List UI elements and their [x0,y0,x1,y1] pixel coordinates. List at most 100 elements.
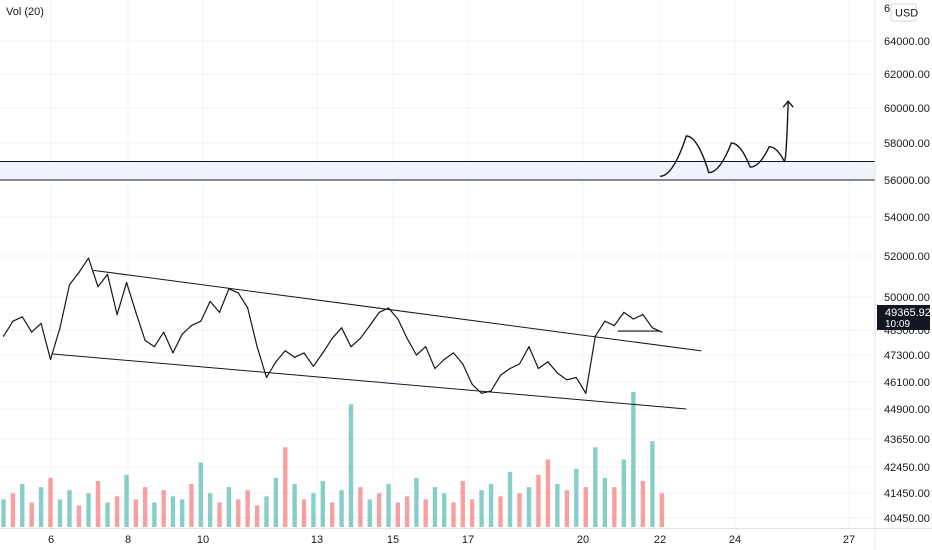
volume-bar [612,487,617,527]
volume-bar [264,496,269,527]
price-tick-label: 42450.00 [884,462,930,474]
price-tick-label: 40450.00 [884,513,930,525]
volume-bar [76,505,82,527]
volume-bar [574,468,579,527]
price-point [661,331,663,333]
lower-trendline[interactable] [52,353,687,410]
price-point [623,311,625,313]
drawings-layer[interactable] [52,100,794,410]
price-point [247,307,249,309]
price-tick-label: 60000.00 [884,103,930,115]
volume-bar [29,502,34,527]
projected-path-arrowhead[interactable] [782,100,794,108]
price-point [528,346,530,348]
currency-label: USD [895,8,918,20]
price-point [163,331,165,333]
projected-path[interactable] [659,101,789,177]
volume-bar [57,499,63,527]
volume-bar [545,459,551,527]
volume-bar [348,404,354,527]
price-tick-label: 58000.00 [884,138,930,150]
price-point [632,318,634,320]
price-point [566,379,568,381]
volume-bar [517,493,522,527]
price-point [537,367,540,370]
price-point [585,392,587,394]
price-point [97,286,99,288]
time-tick-label: 22 [654,534,666,546]
time-tick-label: 20 [577,534,589,546]
price-point [509,367,511,370]
volume-bars [1,392,665,527]
price-point [642,314,644,316]
time-axis[interactable]: 6 8 10 13 15 17 20 22 24 27 [48,534,855,546]
volume-bar [245,490,250,527]
price-point [387,307,390,309]
price-point [556,372,558,374]
volume-bar [38,487,44,527]
price-point [651,327,654,329]
volume-bar [602,477,608,527]
resistance-zone-fill[interactable] [0,161,875,181]
upper-trendline[interactable] [93,269,702,352]
volume-bar [105,502,110,527]
volume-bar [114,496,120,527]
price-point [78,271,80,273]
price-point [303,352,305,354]
price-point [425,346,427,348]
chart-grid [0,0,875,528]
price-point [237,292,239,294]
volume-legend[interactable]: Vol (20) [6,6,44,18]
price-point [359,337,361,339]
time-tick-label: 6 [48,534,54,546]
volume-bar [189,484,194,527]
price-point [87,257,90,259]
price-point [12,320,14,322]
price-point [59,327,61,329]
volume-bar [593,447,598,527]
time-tick-label: 17 [462,534,474,546]
price-point [49,358,52,361]
price-point [322,352,324,354]
volume-bar [170,496,176,527]
volume-bar [451,502,456,527]
volume-bar [432,487,438,527]
price-point [350,346,352,348]
price-zone-layer[interactable] [0,161,875,181]
volume-bar [283,447,288,527]
price-point [415,354,418,356]
price-point [135,311,137,313]
volume-bar [273,477,279,527]
volume-bar [20,484,25,527]
volume-bar [207,493,213,527]
volume-bar [460,480,465,527]
volume-bar [423,499,428,527]
price-point [462,363,464,365]
volume-bar [330,502,335,527]
price-tick-label: 62000.00 [884,69,930,81]
price-point [125,282,128,284]
price-point [256,346,258,348]
price-point [265,376,268,379]
currency-badge[interactable] [890,3,917,22]
volume-bar [86,493,91,527]
price-tick-label: 47300.00 [884,350,930,362]
volume-bar [217,502,222,527]
volume-bar [536,474,541,527]
price-tick-label: 43650.00 [884,434,930,446]
price-axis[interactable]: 64000.00 62000.00 60000.00 58000.00 56000.00… [884,36,930,525]
volume-bar [142,487,148,527]
volume-bar [564,490,570,527]
volume-bar [48,477,53,527]
price-tick-label: 46100.00 [884,377,930,389]
volume-bar [488,484,494,527]
time-tick-label: 15 [387,534,399,546]
volume-bar [236,499,241,527]
volume-bar [469,499,475,527]
price-point [218,311,221,313]
price-tick-label: 64000.00 [884,36,930,48]
price-point [490,390,492,392]
price-line [2,257,663,394]
